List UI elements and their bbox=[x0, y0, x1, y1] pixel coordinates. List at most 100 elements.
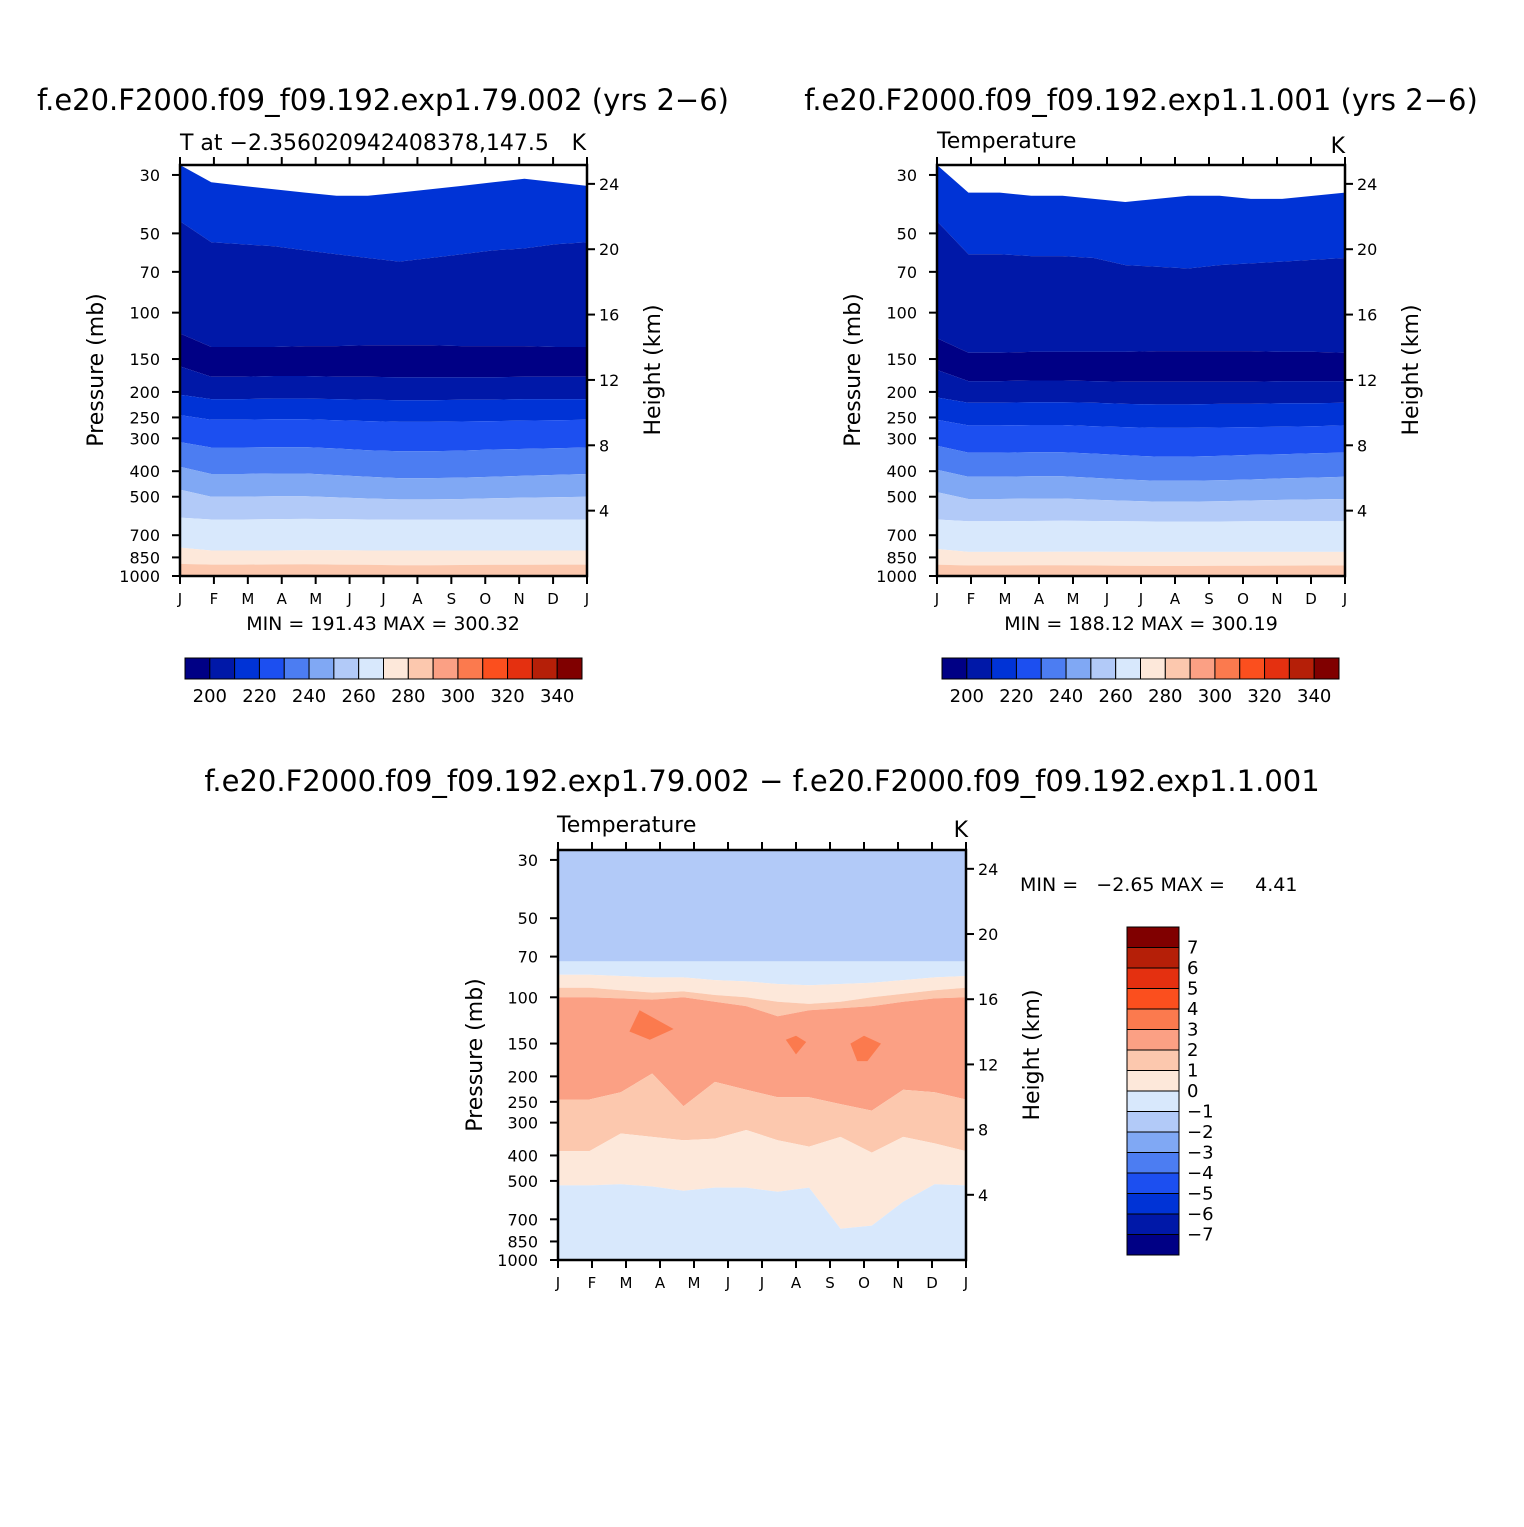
x-tick-label: J bbox=[380, 590, 385, 608]
colorbar-box bbox=[1264, 657, 1290, 680]
colorbar-label: −1 bbox=[1187, 1102, 1214, 1123]
y-tick-label: 1000 bbox=[497, 1251, 538, 1270]
y-tick-label: 150 bbox=[886, 350, 917, 369]
contour-band bbox=[558, 1073, 966, 1153]
panel-subtitle-left: Temperature bbox=[556, 813, 696, 838]
colorbar-label: 280 bbox=[1148, 686, 1182, 707]
colorbar-label: 7 bbox=[1187, 938, 1198, 959]
colorbar-box bbox=[1065, 657, 1092, 680]
y-tick-label: 1000 bbox=[119, 567, 160, 586]
contour-band bbox=[937, 419, 1345, 457]
colorbar-label: −4 bbox=[1187, 1163, 1214, 1184]
y-axis-label: Pressure (mb) bbox=[841, 293, 866, 447]
y-tick-label: 30 bbox=[518, 851, 538, 870]
colorbar-box bbox=[283, 657, 310, 680]
contour-band bbox=[937, 369, 1345, 405]
x-tick-label: A bbox=[412, 590, 423, 608]
height-tick-label: 4 bbox=[978, 1186, 988, 1205]
y-tick-label: 1000 bbox=[876, 567, 917, 586]
panel-subtitle-right: K bbox=[954, 818, 969, 843]
colorbar-label: 1 bbox=[1187, 1061, 1198, 1082]
y-tick-label: 850 bbox=[129, 548, 160, 567]
y-tick-label: 500 bbox=[507, 1172, 538, 1191]
contour-plot: J F M A M J J A S O N D J 30 50 70 100 150 200 250 300 400 500… bbox=[497, 842, 998, 1292]
panel-subtitle-left: T at −2.356020942408378,147.5 bbox=[179, 131, 549, 156]
colorbar-box bbox=[1239, 657, 1266, 680]
x-tick-label: A bbox=[1034, 590, 1045, 608]
colorbar-label: −7 bbox=[1187, 1225, 1214, 1246]
colorbar-box bbox=[432, 657, 459, 680]
colorbar-box bbox=[234, 657, 260, 680]
colorbar-box bbox=[482, 657, 509, 680]
colorbar-label: 220 bbox=[999, 686, 1033, 707]
height-tick-label: 20 bbox=[978, 925, 998, 944]
height-tick-label: 16 bbox=[599, 306, 619, 325]
x-tick-label: J bbox=[1138, 590, 1143, 608]
contour-plot: J F M A M J J A S O N D J 30 50 70 100 150 200 250 300 400 500… bbox=[119, 157, 619, 608]
colorbar-box bbox=[531, 657, 558, 680]
y-axis-label-right: Height (km) bbox=[641, 304, 666, 435]
contour-band bbox=[180, 547, 587, 566]
contour-band bbox=[180, 415, 587, 452]
colorbar-box bbox=[941, 657, 968, 680]
colorbar-label: 200 bbox=[193, 686, 227, 707]
y-tick-label: 400 bbox=[507, 1146, 538, 1165]
y-tick-label: 150 bbox=[129, 350, 160, 369]
height-tick-label: 24 bbox=[978, 860, 998, 879]
y-tick-label: 30 bbox=[140, 166, 160, 185]
contour-band bbox=[180, 394, 587, 422]
y-tick-label: 700 bbox=[886, 526, 917, 545]
x-tick-label: N bbox=[1271, 590, 1282, 608]
contour-band bbox=[558, 961, 966, 986]
y-tick-label: 300 bbox=[507, 1114, 538, 1133]
panel-title: f.e20.F2000.f09_f09.192.exp1.1.001 (yrs … bbox=[804, 83, 1478, 117]
height-tick-label: 4 bbox=[1357, 502, 1367, 521]
x-tick-label: J bbox=[963, 1274, 968, 1292]
y-tick-label: 300 bbox=[886, 429, 917, 448]
colorbar-label: 340 bbox=[540, 686, 574, 707]
y-tick-label: 70 bbox=[140, 263, 160, 282]
x-tick-label: M bbox=[1067, 590, 1080, 608]
x-tick-label: J bbox=[1104, 590, 1109, 608]
colorbar-box bbox=[184, 657, 211, 680]
colorbar-label: −3 bbox=[1187, 1143, 1214, 1164]
colorbar-label: 3 bbox=[1187, 1020, 1198, 1041]
colorbar-label: 4 bbox=[1187, 999, 1198, 1020]
y-tick-label: 850 bbox=[886, 548, 917, 567]
panel-subtitle-right: K bbox=[1331, 134, 1346, 159]
x-tick-label: A bbox=[1170, 590, 1181, 608]
min-max-text: MIN = −2.65 MAX = 4.41 bbox=[1020, 874, 1297, 896]
contour-band bbox=[937, 445, 1345, 481]
contour-band bbox=[180, 165, 587, 262]
colorbar-label: 300 bbox=[1198, 686, 1232, 707]
colorbar-label: 240 bbox=[292, 686, 326, 707]
contour-band bbox=[937, 221, 1345, 353]
height-tick-label: 24 bbox=[599, 175, 619, 194]
contour-band bbox=[180, 517, 587, 551]
x-tick-label: J bbox=[177, 590, 182, 608]
contour-band bbox=[558, 1130, 966, 1229]
colorbar-box bbox=[1214, 657, 1241, 680]
contour-band bbox=[558, 987, 966, 1017]
y-tick-label: 70 bbox=[518, 948, 538, 967]
panel-top-right: f.e20.F2000.f09_f09.192.exp1.1.001 (yrs … bbox=[804, 83, 1478, 707]
colorbar-label: 260 bbox=[342, 686, 376, 707]
x-tick-label: A bbox=[277, 590, 288, 608]
height-tick-label: 12 bbox=[978, 1055, 998, 1074]
y-tick-label: 200 bbox=[507, 1067, 538, 1086]
y-tick-label: 50 bbox=[140, 224, 160, 243]
contour-band bbox=[180, 333, 587, 378]
x-tick-label: J bbox=[934, 590, 939, 608]
colorbar-box bbox=[1015, 657, 1042, 680]
colorbar-box bbox=[1126, 1131, 1180, 1153]
colorbar-label: 320 bbox=[490, 686, 524, 707]
contour-blob bbox=[629, 1010, 674, 1040]
colorbar-box bbox=[1115, 657, 1141, 680]
x-tick-label: F bbox=[967, 590, 976, 608]
colorbar-label: 280 bbox=[391, 686, 425, 707]
min-max-text: MIN = 188.12 MAX = 300.19 bbox=[1004, 613, 1278, 635]
colorbar-label: 2 bbox=[1187, 1040, 1198, 1061]
colorbar-label: −5 bbox=[1187, 1184, 1214, 1205]
contour-band bbox=[937, 397, 1345, 428]
